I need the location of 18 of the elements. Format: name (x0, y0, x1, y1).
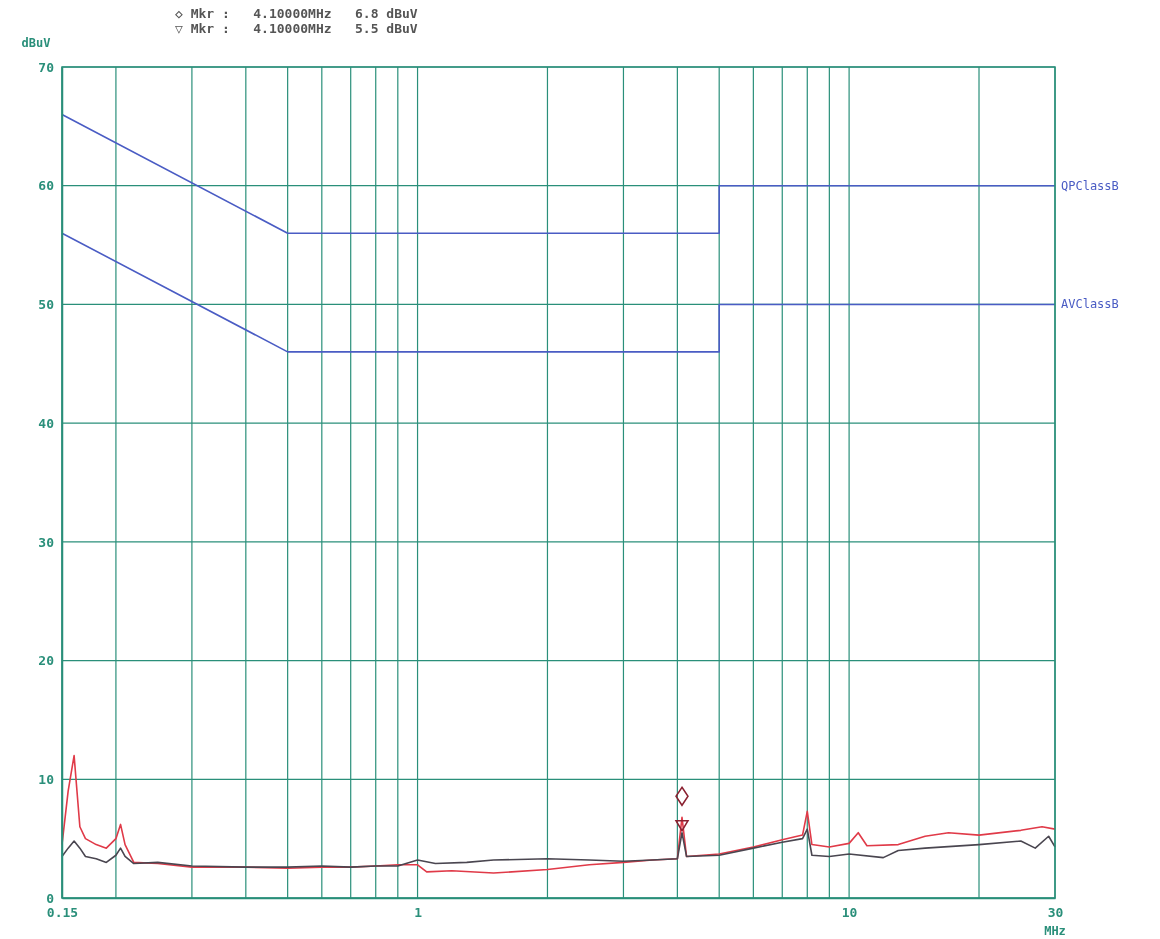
y-tick-label: 20 (38, 653, 55, 669)
text: ▽ Mkr : 4.10000MHz 5.5 dBuV (175, 21, 418, 36)
y-tick-label: 0 (46, 890, 55, 906)
y-tick-label: 40 (38, 415, 55, 431)
series-label: QPClassB (1061, 178, 1119, 193)
text: ◇ Mkr : 4.10000MHz 6.8 dBuV (175, 6, 418, 21)
y-axis-title: dBuV (21, 36, 51, 50)
x-tick-label: 0.15 (46, 905, 79, 921)
series-label: AVClassB (1061, 297, 1119, 312)
x-tick-label: 10 (841, 905, 858, 921)
y-tick-label: 10 (38, 771, 55, 787)
x-tick-label: 30 (1047, 905, 1064, 921)
x-axis-title: MHz (1044, 924, 1066, 938)
y-tick-label: 60 (38, 178, 55, 194)
y-tick-label: 50 (38, 297, 55, 313)
y-tick-label: 70 (38, 59, 55, 75)
y-tick-label: 30 (38, 534, 55, 550)
x-tick-label: 1 (414, 905, 423, 921)
